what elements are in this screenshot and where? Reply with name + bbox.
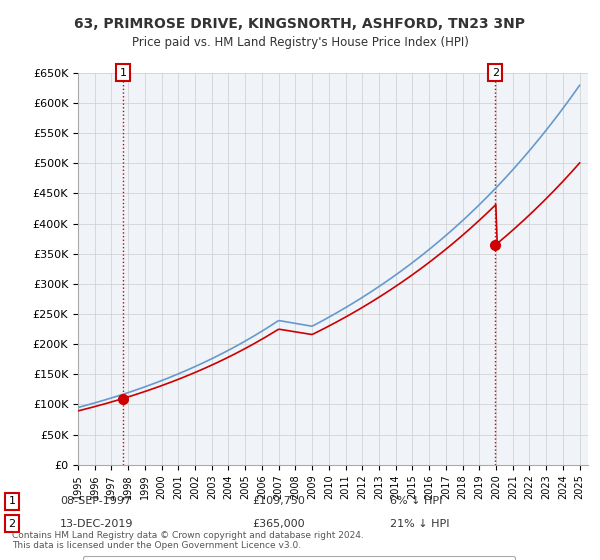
- Text: £365,000: £365,000: [252, 519, 305, 529]
- Text: 1: 1: [8, 496, 16, 506]
- Text: 13-DEC-2019: 13-DEC-2019: [60, 519, 133, 529]
- Text: Price paid vs. HM Land Registry's House Price Index (HPI): Price paid vs. HM Land Registry's House …: [131, 36, 469, 49]
- Text: Contains HM Land Registry data © Crown copyright and database right 2024.
This d: Contains HM Land Registry data © Crown c…: [12, 530, 364, 550]
- Text: 2: 2: [491, 68, 499, 78]
- Legend: 63, PRIMROSE DRIVE, KINGSNORTH, ASHFORD, TN23 3NP (detached house), HPI: Average: 63, PRIMROSE DRIVE, KINGSNORTH, ASHFORD,…: [83, 556, 515, 560]
- Text: £109,750: £109,750: [252, 496, 305, 506]
- Text: 6% ↓ HPI: 6% ↓ HPI: [390, 496, 442, 506]
- Text: 21% ↓ HPI: 21% ↓ HPI: [390, 519, 449, 529]
- Text: 1: 1: [119, 68, 127, 78]
- Text: 2: 2: [8, 519, 16, 529]
- Text: 63, PRIMROSE DRIVE, KINGSNORTH, ASHFORD, TN23 3NP: 63, PRIMROSE DRIVE, KINGSNORTH, ASHFORD,…: [74, 17, 526, 31]
- Text: 08-SEP-1997: 08-SEP-1997: [60, 496, 131, 506]
